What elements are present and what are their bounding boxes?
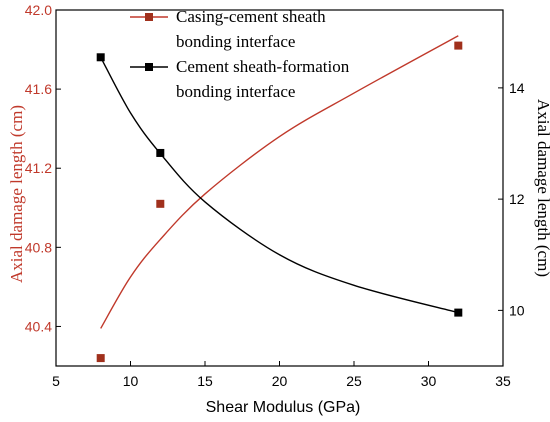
left-y-tick-label: 41.2 bbox=[25, 160, 52, 176]
left-y-tick-label: 40.8 bbox=[25, 239, 52, 255]
left-y-tick-label: 41.6 bbox=[25, 81, 52, 97]
x-tick-label: 20 bbox=[272, 373, 288, 389]
data-point-series-1 bbox=[454, 41, 463, 50]
legend-label-series-1: bonding interface bbox=[176, 32, 295, 51]
right-y-tick-label: 14 bbox=[509, 80, 525, 96]
fit-curve-series-1 bbox=[100, 35, 459, 329]
data-point-series-1 bbox=[156, 199, 165, 208]
x-tick-label: 30 bbox=[421, 373, 437, 389]
legend-label-series-1: Casing-cement sheath bbox=[176, 7, 326, 26]
right-y-tick-label: 10 bbox=[509, 302, 525, 318]
right-y-axis-label: Axial damage length (cm) bbox=[534, 99, 550, 277]
legend-marker-series-1 bbox=[145, 13, 153, 21]
fit-curve-series-2 bbox=[100, 56, 459, 314]
legend-label-series-2: Cement sheath-formation bbox=[176, 57, 350, 76]
data-point-series-2 bbox=[96, 53, 105, 62]
legend-marker-series-2 bbox=[145, 63, 153, 71]
data-point-series-2 bbox=[156, 148, 165, 157]
left-y-tick-label: 40.4 bbox=[25, 318, 52, 334]
x-tick-label: 10 bbox=[123, 373, 139, 389]
left-y-tick-label: 42.0 bbox=[25, 2, 52, 18]
left-y-axis-label: Axial damage length (cm) bbox=[7, 105, 26, 283]
x-tick-label: 15 bbox=[197, 373, 213, 389]
right-y-tick-label: 12 bbox=[509, 191, 525, 207]
legend-label-series-2: bonding interface bbox=[176, 82, 295, 101]
x-axis-label: Shear Modulus (GPa) bbox=[206, 399, 361, 416]
data-point-series-1 bbox=[96, 354, 105, 363]
x-tick-label: 35 bbox=[495, 373, 511, 389]
x-tick-label: 5 bbox=[52, 373, 60, 389]
data-point-series-2 bbox=[454, 308, 463, 317]
x-tick-label: 25 bbox=[346, 373, 362, 389]
